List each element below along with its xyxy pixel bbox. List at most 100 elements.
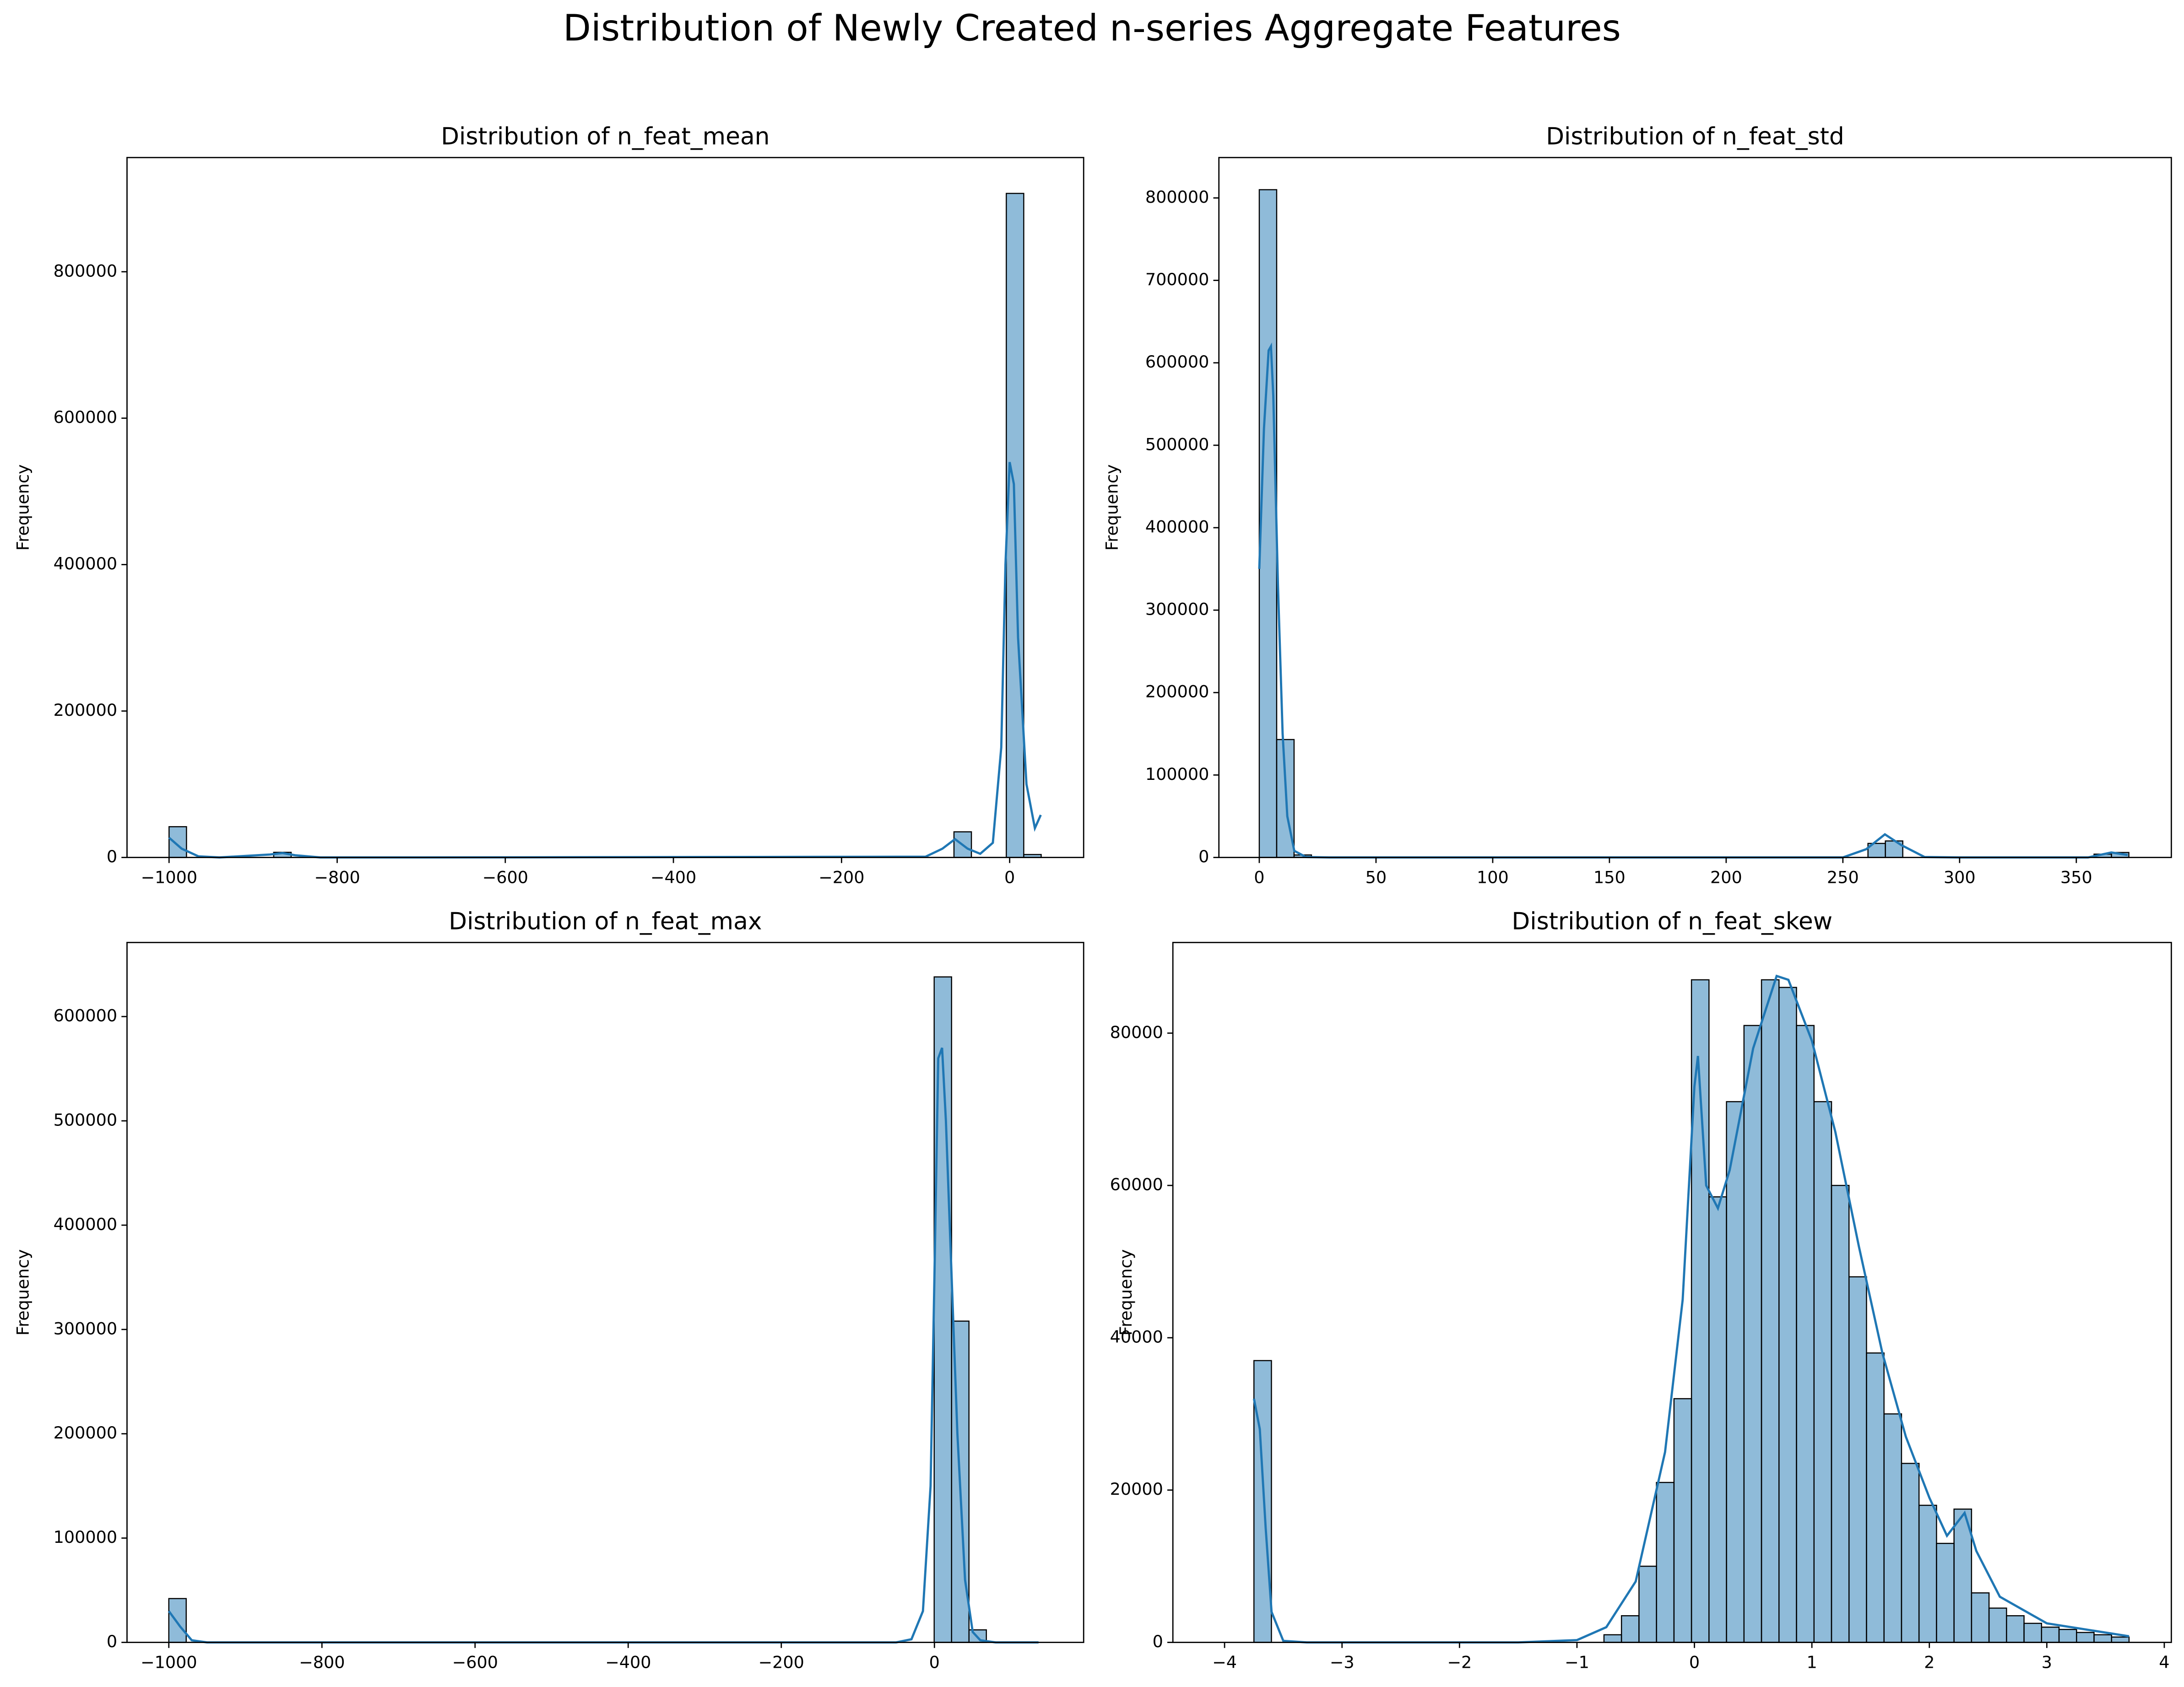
y-axis-label: Frequency <box>1116 1249 1136 1336</box>
x-tick-label: −600 <box>452 1653 498 1672</box>
histogram-bar <box>2058 1629 2077 1643</box>
x-tick-label: 50 <box>1366 868 1387 887</box>
histogram-bar <box>1708 1196 1727 1643</box>
x-tick-label: −600 <box>482 868 528 887</box>
plot-frame <box>1172 941 2172 1643</box>
x-tick-label: 350 <box>2060 868 2092 887</box>
x-tick-label: 2 <box>1924 1653 1935 1672</box>
y-axis-label: Frequency <box>1102 464 1122 551</box>
histogram-bar <box>1848 1276 1867 1643</box>
histogram-bar <box>1258 189 1278 858</box>
histogram-bar <box>1796 1025 1815 1643</box>
x-tick-label: 0 <box>929 1653 940 1672</box>
y-tick-label: 200000 <box>1145 682 1209 702</box>
histogram-bar <box>1620 1615 1640 1643</box>
y-tick-label: 100000 <box>1145 764 1209 784</box>
x-tick-label: −400 <box>605 1653 651 1672</box>
histogram-bar <box>1988 1607 2007 1643</box>
histogram-bar <box>2041 1627 2060 1643</box>
histogram-bar <box>1743 1025 1762 1643</box>
y-tick-label: 400000 <box>54 1214 118 1234</box>
plot-frame <box>126 157 1084 858</box>
histogram-bar <box>1883 1413 1902 1643</box>
y-tick-label: 500000 <box>54 1110 118 1130</box>
histogram-bar <box>2006 1615 2025 1643</box>
subplot-title: Distribution of n_feat_std <box>1546 123 1844 151</box>
y-tick-label: 20000 <box>1110 1479 1163 1499</box>
histogram-bar <box>2111 1636 2130 1643</box>
histogram-bar <box>1813 1101 1832 1643</box>
histogram-bar <box>1761 979 1780 1643</box>
x-tick-label: 3 <box>2042 1653 2052 1672</box>
x-tick-label: 0 <box>1254 868 1264 887</box>
histogram-bar <box>1901 1463 1920 1643</box>
histogram-bar <box>1253 1360 1272 1643</box>
y-tick-label: 300000 <box>1145 600 1209 619</box>
y-tick-label: 600000 <box>54 1006 118 1026</box>
plot-frame <box>1218 157 2172 858</box>
x-tick-label: −4 <box>1212 1653 1237 1672</box>
histogram-bar <box>1673 1398 1692 1643</box>
subplot-title: Distribution of n_feat_max <box>449 908 762 935</box>
histogram-bar <box>1866 1352 1885 1643</box>
figure-title: Distribution of Newly Created n-series A… <box>563 7 1621 49</box>
x-tick-label: −800 <box>299 1653 345 1672</box>
x-tick-label: −200 <box>818 868 864 887</box>
y-tick-label: 0 <box>1153 1632 1163 1651</box>
histogram-bar <box>1918 1504 1937 1643</box>
x-tick-label: −800 <box>314 868 360 887</box>
y-tick-label: 200000 <box>54 1423 118 1443</box>
y-tick-label: 0 <box>107 1632 117 1651</box>
x-tick-label: 250 <box>1827 868 1859 887</box>
y-tick-label: 400000 <box>1145 517 1209 536</box>
x-tick-label: 300 <box>1944 868 1976 887</box>
y-tick-label: 200000 <box>54 700 118 720</box>
histogram-bar <box>1953 1509 1973 1643</box>
histogram-bar <box>1971 1592 1990 1643</box>
histogram-bar <box>1831 1184 1850 1643</box>
histogram-bar <box>1603 1634 1622 1643</box>
x-tick-label: −200 <box>759 1653 804 1672</box>
histogram-bar <box>1638 1565 1657 1643</box>
x-tick-label: 4 <box>2159 1653 2169 1672</box>
x-tick-label: 0 <box>1689 1653 1700 1672</box>
y-tick-label: 600000 <box>54 407 118 427</box>
histogram-bar <box>1936 1542 1955 1643</box>
x-tick-label: −2 <box>1447 1653 1472 1672</box>
histogram-bar <box>1778 987 1797 1643</box>
y-axis-label: Frequency <box>13 1249 33 1336</box>
y-tick-label: 400000 <box>54 554 118 573</box>
histogram-bar <box>2093 1634 2112 1643</box>
x-tick-label: −3 <box>1330 1653 1355 1672</box>
y-tick-label: 700000 <box>1145 270 1209 289</box>
kde-line <box>168 462 1042 859</box>
x-tick-label: −1000 <box>141 868 197 887</box>
histogram-bar <box>1006 193 1024 858</box>
x-tick-label: 100 <box>1477 868 1509 887</box>
x-tick-label: 1 <box>1806 1653 1817 1672</box>
x-tick-label: 200 <box>1710 868 1742 887</box>
subplot-title: Distribution of n_feat_skew <box>1512 908 1832 935</box>
x-tick-label: −1 <box>1565 1653 1589 1672</box>
y-tick-label: 40000 <box>1110 1327 1163 1346</box>
histogram-bar <box>1726 1101 1745 1643</box>
y-tick-label: 500000 <box>1145 434 1209 454</box>
plot-frame <box>126 941 1084 1643</box>
histogram-bar <box>168 1598 187 1643</box>
histogram-bar <box>1656 1482 1675 1643</box>
y-tick-label: 800000 <box>54 261 118 281</box>
x-tick-label: 150 <box>1593 868 1626 887</box>
x-tick-label: −400 <box>650 868 696 887</box>
y-tick-label: 0 <box>1198 847 1209 866</box>
y-tick-label: 80000 <box>1110 1022 1163 1042</box>
y-axis-label: Frequency <box>13 464 33 551</box>
y-tick-label: 300000 <box>54 1319 118 1338</box>
histogram-bar <box>2076 1632 2095 1643</box>
y-tick-label: 60000 <box>1110 1175 1163 1195</box>
y-tick-label: 0 <box>107 847 117 866</box>
x-tick-label: −1000 <box>141 1653 197 1672</box>
y-tick-label: 800000 <box>1145 187 1209 207</box>
subplot-title: Distribution of n_feat_mean <box>441 123 770 151</box>
